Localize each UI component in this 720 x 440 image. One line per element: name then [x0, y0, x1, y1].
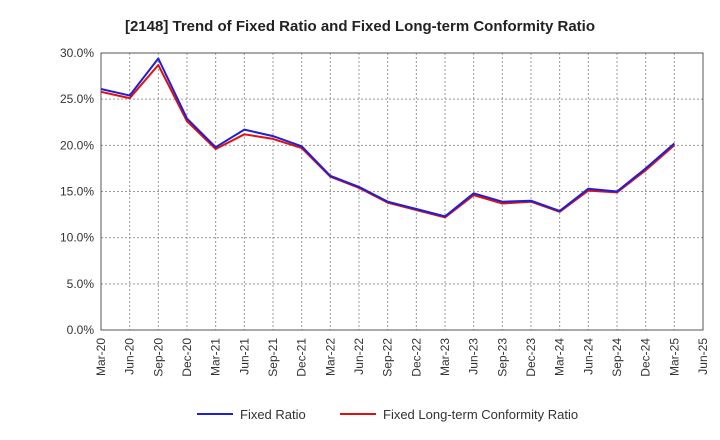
x-tick-label: Dec-22	[409, 338, 423, 377]
series-line-fixed-ratio	[100, 57, 675, 218]
legend-item-fixed-long-term-conformity-ratio: Fixed Long-term Conformity Ratio	[340, 407, 578, 422]
x-tick-label: Jun-23	[467, 338, 481, 375]
series-layer	[100, 57, 675, 219]
x-tick-label: Jun-21	[237, 338, 251, 375]
x-tick-label: Jun-25	[696, 338, 710, 375]
x-tick-label: Dec-23	[524, 338, 538, 377]
x-tick-label: Sep-20	[151, 338, 165, 377]
x-tick-label: Dec-20	[180, 338, 194, 377]
x-tick-label: Jun-24	[581, 338, 595, 375]
x-tick-label: Sep-21	[266, 338, 280, 377]
legend: Fixed Ratio Fixed Long-term Conformity Ra…	[197, 407, 578, 422]
y-tick-label: 30.0%	[60, 46, 94, 60]
x-tick-label: Jun-22	[352, 338, 366, 375]
x-tick-label: Sep-22	[381, 338, 395, 377]
x-tick-label: Mar-21	[209, 338, 223, 376]
y-tick-label: 20.0%	[60, 138, 94, 152]
y-tick-label: 0.0%	[67, 323, 95, 337]
legend-item-fixed-ratio: Fixed Ratio	[197, 407, 306, 422]
x-tick-label: Mar-20	[94, 338, 108, 376]
x-tick-label: Mar-23	[438, 338, 452, 376]
y-tick-label: 5.0%	[67, 277, 95, 291]
x-tick-label: Mar-22	[323, 338, 337, 376]
plot-frame	[100, 52, 704, 331]
x-tick-label: Mar-24	[553, 338, 567, 376]
y-tick-label: 10.0%	[60, 231, 94, 245]
y-tick-label: 25.0%	[60, 92, 94, 106]
x-tick-label: Sep-24	[610, 338, 624, 377]
x-tick-label: Jun-20	[123, 338, 137, 375]
chart-title: [2148] Trend of Fixed Ratio and Fixed Lo…	[125, 18, 595, 35]
axis-layer: 0.0% 5.0% 10.0% 15.0% 20.0% 25.0% 30.0% Mar-20 J…	[60, 46, 710, 377]
y-tick-label: 15.0%	[60, 185, 94, 199]
legend-label: Fixed Long-term Conformity Ratio	[383, 407, 578, 422]
legend-label: Fixed Ratio	[240, 407, 306, 422]
x-tick-label: Mar-25	[667, 338, 681, 376]
x-tick-label: Sep-23	[495, 338, 509, 377]
x-tick-label: Dec-24	[639, 338, 653, 377]
x-tick-label: Dec-21	[295, 338, 309, 377]
